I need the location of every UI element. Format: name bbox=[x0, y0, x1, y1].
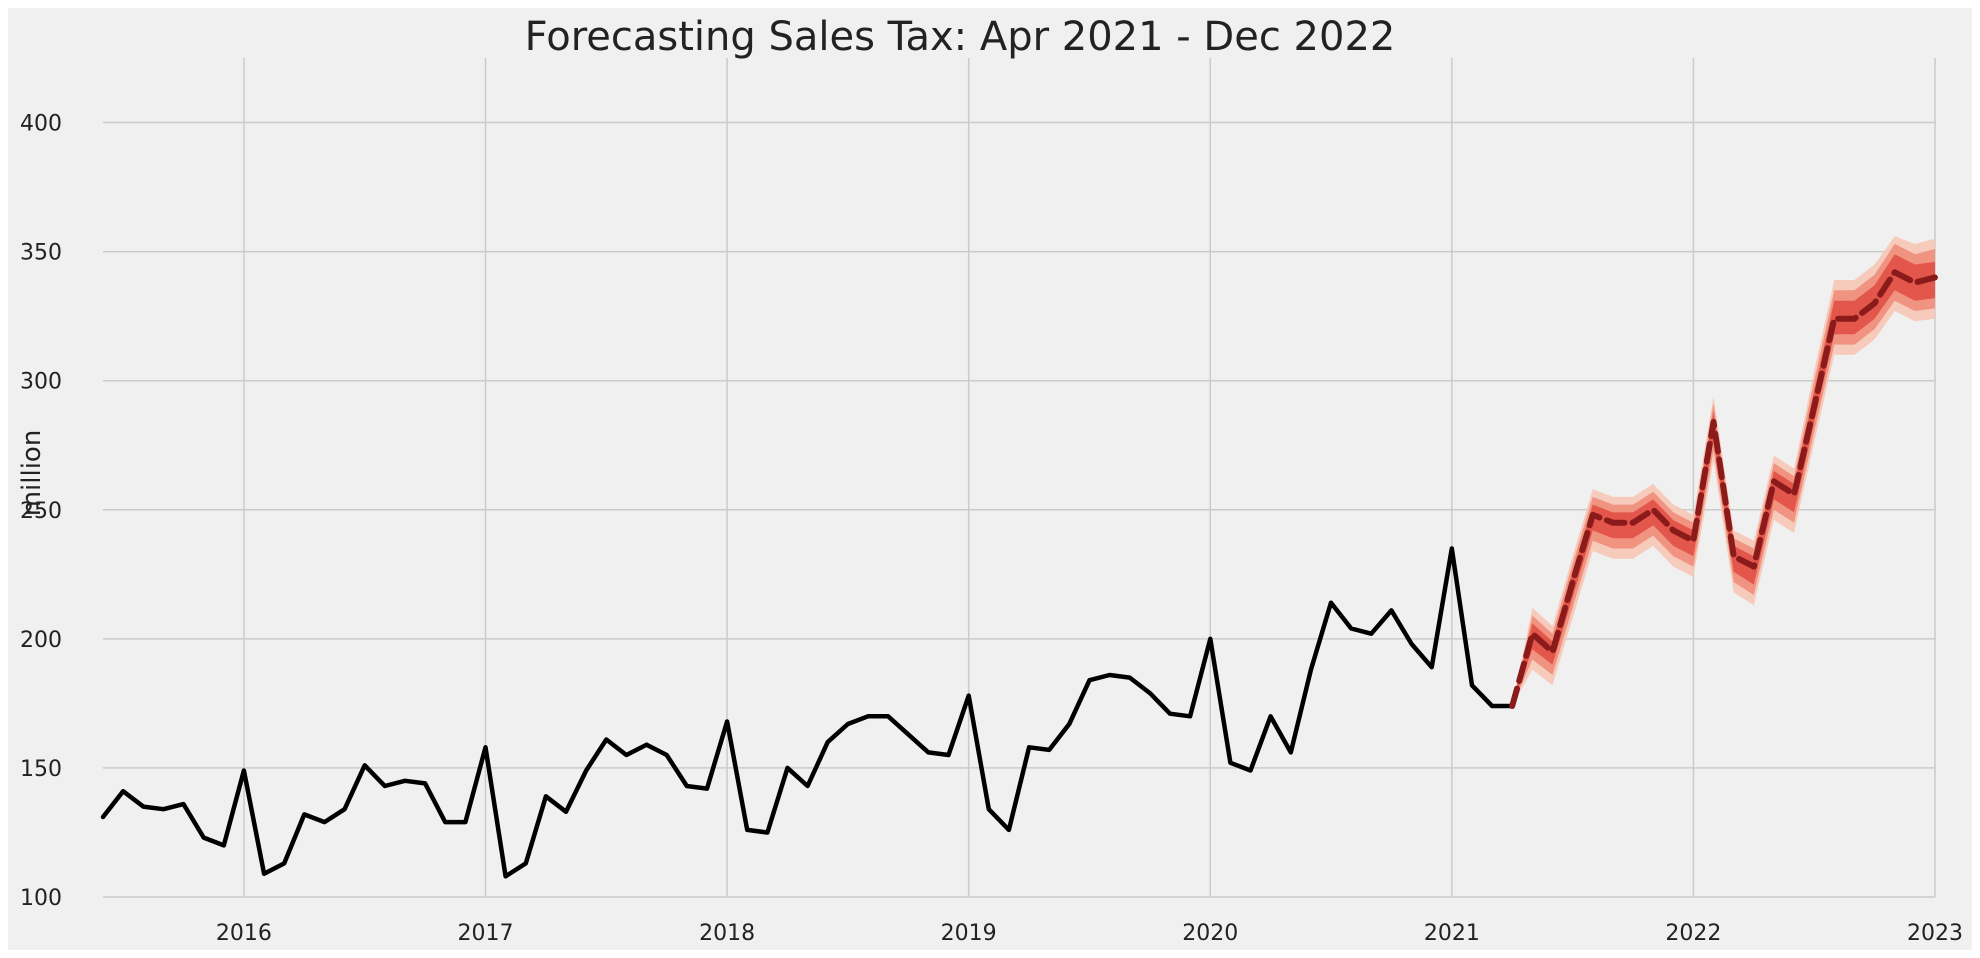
forecast-line bbox=[1509, 269, 1938, 709]
history-line bbox=[100, 546, 1515, 879]
x-tick-label-2023: 2023 bbox=[1907, 921, 1963, 946]
figure-background bbox=[8, 8, 1972, 950]
chart-title: Forecasting Sales Tax: Apr 2021 - Dec 20… bbox=[525, 14, 1396, 60]
grid-lines bbox=[103, 58, 1936, 898]
x-tick-label-2018: 2018 bbox=[699, 921, 755, 946]
y-tick-label-100: 100 bbox=[20, 886, 62, 911]
y-tick-label-250: 250 bbox=[20, 499, 62, 524]
x-tick-label-2020: 2020 bbox=[1182, 921, 1238, 946]
y-tick-label-400: 400 bbox=[20, 112, 62, 137]
y-axis-label: million bbox=[17, 430, 47, 517]
axis-ticks: 2016 2017 2018 2019 2020 2021 2022 2023 100 150 20… bbox=[20, 112, 1963, 946]
y-tick-label-300: 300 bbox=[20, 370, 62, 395]
y-tick-label-150: 150 bbox=[20, 757, 62, 782]
x-tick-label-2019: 2019 bbox=[941, 921, 997, 946]
y-tick-label-350: 350 bbox=[20, 241, 62, 266]
x-tick-label-2021: 2021 bbox=[1424, 921, 1480, 946]
x-tick-label-2022: 2022 bbox=[1665, 921, 1721, 946]
y-tick-label-200: 200 bbox=[20, 628, 62, 653]
series-lines bbox=[100, 269, 1938, 879]
x-tick-label-2016: 2016 bbox=[216, 921, 272, 946]
forecast-band-inner bbox=[1512, 254, 1935, 706]
x-tick-label-2017: 2017 bbox=[458, 921, 514, 946]
